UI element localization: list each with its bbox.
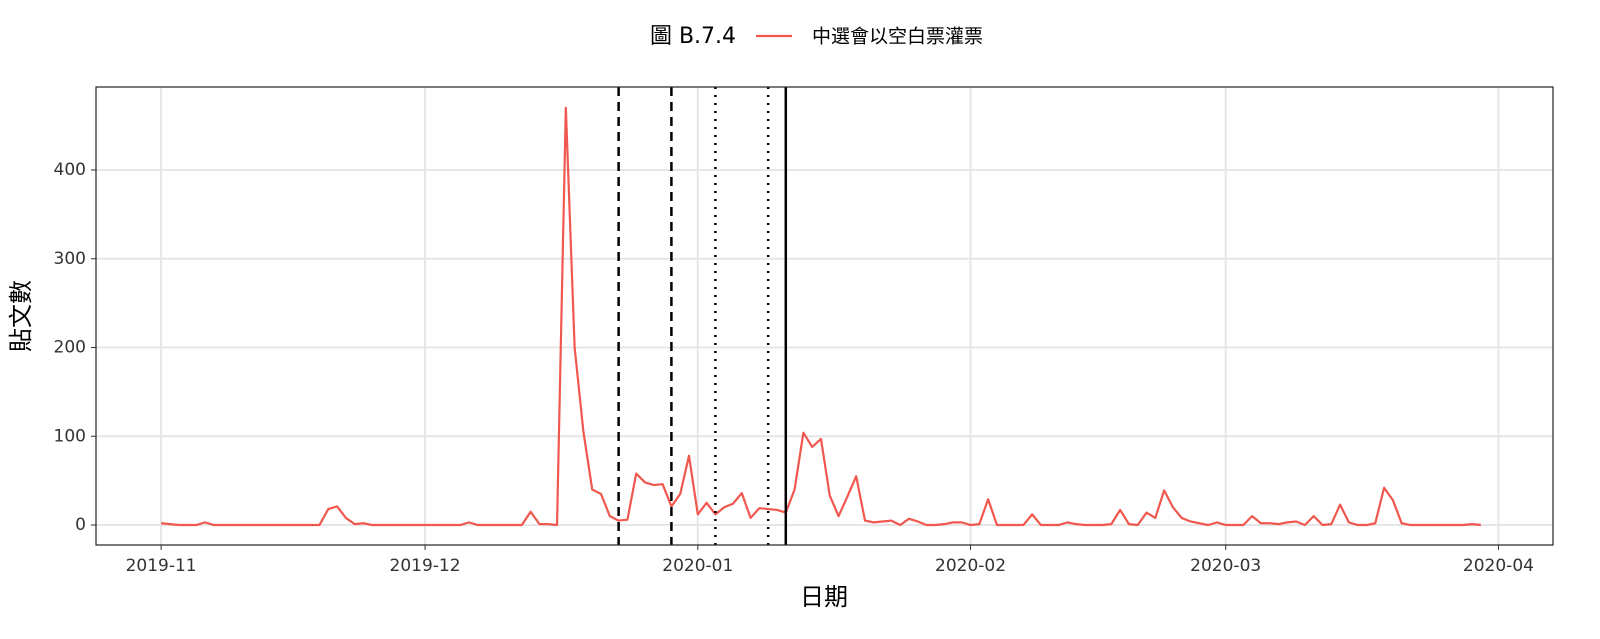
- x-tick-label: 2020-01: [662, 556, 733, 576]
- x-tick-label: 2020-04: [1463, 556, 1534, 576]
- y-tick-label: 100: [54, 426, 86, 446]
- y-tick-label: 400: [54, 160, 86, 180]
- legend-text: 中選會以空白票灌票: [812, 26, 983, 48]
- x-axis-title: 日期: [800, 583, 848, 611]
- x-tick-label: 2019-11: [126, 556, 197, 576]
- chart-title: 圖 B.7.4: [650, 24, 736, 49]
- panel-border: [95, 86, 1554, 546]
- data-line: [160, 106, 1481, 527]
- x-tick-label: 2020-02: [935, 556, 1006, 576]
- y-tick-label: 300: [54, 249, 86, 269]
- x-tick-label: 2019-12: [390, 556, 461, 576]
- y-tick-label: 0: [75, 515, 86, 535]
- y-axis-title: 貼文數: [7, 280, 35, 352]
- x-tick-label: 2020-03: [1190, 556, 1261, 576]
- y-tick-label: 200: [54, 338, 86, 358]
